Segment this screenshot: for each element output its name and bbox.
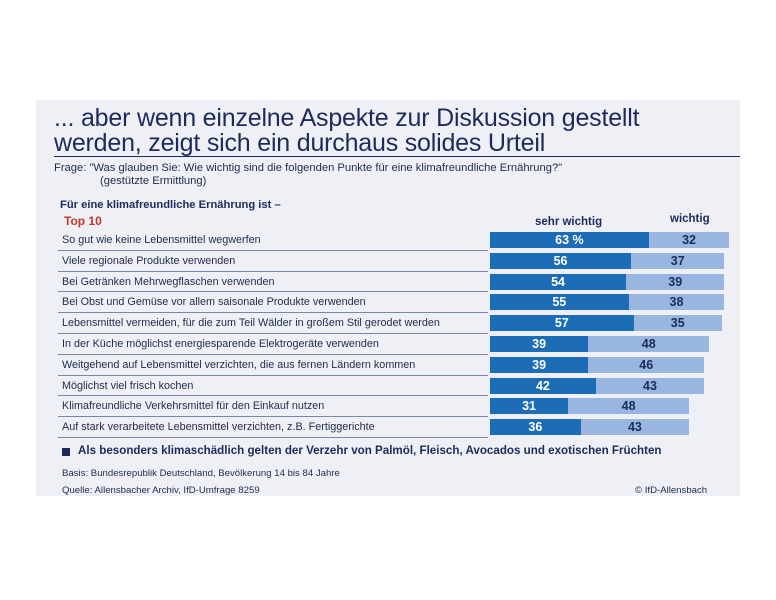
- chart-row: Viele regionale Produkte verwenden 56 37: [58, 251, 740, 272]
- note-text: Als besonders klimaschädlich gelten der …: [78, 444, 662, 457]
- question-subtext: (gestützte Ermittlung): [100, 175, 207, 187]
- row-divider: [58, 312, 488, 314]
- row-divider: [58, 270, 488, 272]
- chart-heading: Für eine klimafreundliche Ernährung ist …: [60, 199, 281, 211]
- bar-sehr-wichtig: 56: [490, 252, 632, 269]
- survey-question: Frage: "Was glauben Sie: Wie wichtig sin…: [54, 162, 734, 188]
- chart-row: In der Küche möglichst energiesparende E…: [58, 334, 740, 355]
- headline-divider: [54, 156, 740, 157]
- row-divider: [58, 416, 488, 418]
- category-label: Auf stark verarbeitete Lebensmittel verz…: [62, 421, 375, 434]
- chart-row: Weitgehend auf Lebensmittel verzichten, …: [58, 355, 740, 376]
- headline: ... aber wenn einzelne Aspekte zur Disku…: [54, 104, 640, 157]
- row-divider: [58, 291, 488, 293]
- category-label: Lebensmittel vermeiden, für die zum Teil…: [62, 317, 440, 330]
- category-label: Viele regionale Produkte verwenden: [62, 254, 236, 267]
- bar-sehr-wichtig: 39: [490, 336, 589, 352]
- footer-copyright: © IfD-Allensbach: [635, 485, 708, 496]
- chart-row: Möglichst viel frisch kochen 42 43: [58, 376, 740, 397]
- row-divider: [58, 353, 488, 355]
- bar-wichtig: 32: [648, 232, 730, 248]
- category-label: Bei Getränken Mehrwegflaschen verwenden: [62, 275, 275, 288]
- footer-basis: Basis: Bundesrepublik Deutschland, Bevöl…: [62, 468, 340, 479]
- bar-sehr-wichtig: 39: [490, 356, 589, 373]
- bar-chart: So gut wie keine Lebensmittel wegwerfen 6…: [58, 230, 740, 438]
- row-divider: [58, 436, 488, 438]
- bar-sehr-wichtig: 63 %: [490, 232, 649, 248]
- bar-wichtig: 38: [628, 294, 725, 311]
- chart-row: Lebensmittel vermeiden, für die zum Teil…: [58, 313, 740, 334]
- category-label: Klimafreundliche Verkehrsmittel für den …: [62, 400, 325, 413]
- chart-row: So gut wie keine Lebensmittel wegwerfen 6…: [58, 230, 740, 251]
- row-divider: [58, 374, 488, 376]
- chart-row: Klimafreundliche Verkehrsmittel für den …: [58, 396, 740, 418]
- bar-sehr-wichtig: 55: [490, 294, 629, 311]
- bar-wichtig: 48: [568, 398, 690, 415]
- bar-wichtig: 43: [595, 377, 705, 394]
- legend-sehr-wichtig: sehr wichtig: [535, 216, 603, 228]
- chart-row: Auf stark verarbeitete Lebensmittel verz…: [58, 417, 740, 438]
- bar-wichtig: 48: [588, 336, 710, 352]
- bar-sehr-wichtig: 36: [490, 419, 581, 436]
- bar-wichtig: 43: [580, 419, 690, 436]
- chart-row: Bei Getränken Mehrwegflaschen verwenden 5…: [58, 272, 740, 293]
- bar-sehr-wichtig: 54: [490, 273, 627, 290]
- bar-wichtig: 35: [633, 315, 722, 332]
- bar-sehr-wichtig: 31: [490, 398, 569, 415]
- bar-sehr-wichtig: 57: [490, 315, 634, 332]
- category-label: Weitgehend auf Lebensmittel verzichten, …: [62, 358, 416, 371]
- bar-wichtig: 39: [626, 273, 725, 290]
- legend-wichtig: wichtig: [670, 213, 710, 225]
- category-label: Möglichst viel frisch kochen: [62, 379, 194, 392]
- top10-label: Top 10: [64, 214, 102, 228]
- bullet-square-icon: [62, 448, 70, 456]
- row-divider: [58, 249, 488, 251]
- category-label: Bei Obst und Gemüse vor allem saisonale …: [62, 296, 366, 309]
- footer-source: Quelle: Allensbacher Archiv, IfD-Umfrage…: [62, 485, 260, 496]
- chart-row: Bei Obst und Gemüse vor allem saisonale …: [58, 292, 740, 314]
- bar-wichtig: 37: [631, 252, 725, 269]
- bar-sehr-wichtig: 42: [490, 377, 596, 394]
- bar-wichtig: 46: [588, 356, 705, 373]
- category-label: So gut wie keine Lebensmittel wegwerfen: [62, 234, 261, 246]
- question-text: Frage: "Was glauben Sie: Wie wichtig sin…: [54, 162, 563, 174]
- row-divider: [58, 395, 488, 397]
- row-divider: [58, 332, 488, 334]
- category-label: In der Küche möglichst energiesparende E…: [62, 338, 379, 350]
